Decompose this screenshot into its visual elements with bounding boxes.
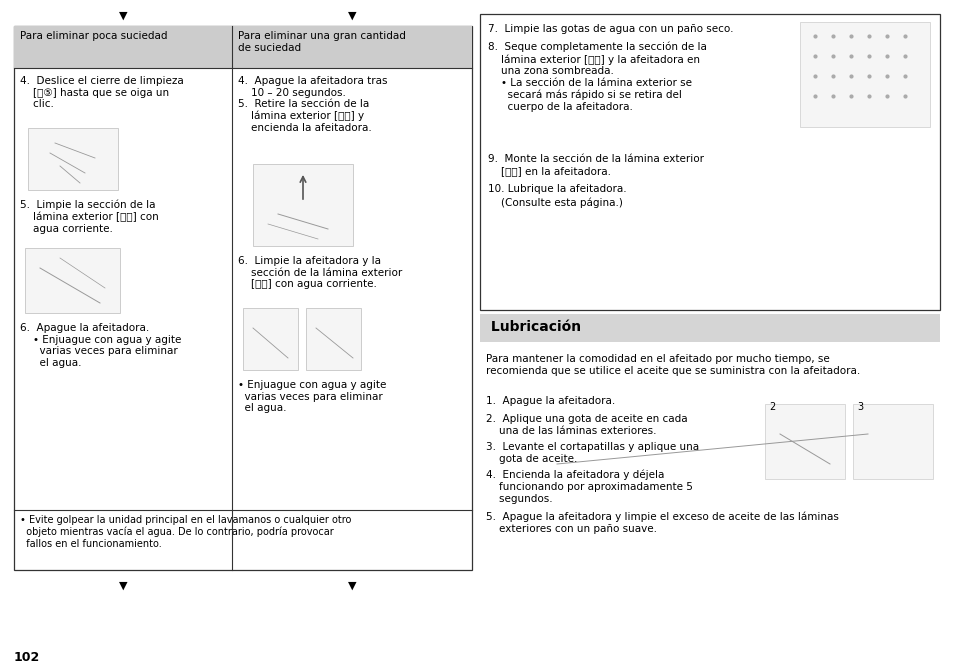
Text: • Evite golpear la unidad principal en el lavamanos o cualquier otro
  objeto mi: • Evite golpear la unidad principal en e… — [20, 515, 351, 549]
Bar — [14, 26, 472, 570]
Text: Lubricación: Lubricación — [485, 320, 580, 334]
Text: 5.  Apague la afeitadora y limpie el exceso de aceite de las láminas
    exterio: 5. Apague la afeitadora y limpie el exce… — [485, 512, 838, 534]
Text: 7.  Limpie las gotas de agua con un paño seco.: 7. Limpie las gotas de agua con un paño … — [488, 24, 733, 34]
Bar — [243, 308, 297, 370]
Text: (Consulte esta página.): (Consulte esta página.) — [488, 198, 622, 209]
Text: 102: 102 — [14, 651, 40, 664]
Bar — [852, 404, 932, 479]
Text: 6.  Limpie la afeitadora y la
    sección de la lámina exterior
    [Ⓐⓓ] con agu: 6. Limpie la afeitadora y la sección de … — [237, 256, 402, 289]
Text: • Enjuague con agua y agite
  varias veces para eliminar
  el agua.: • Enjuague con agua y agite varias veces… — [237, 380, 386, 413]
Bar — [479, 314, 939, 342]
Bar — [232, 26, 472, 68]
Bar — [253, 164, 353, 246]
Text: 3.  Levante el cortapatillas y aplique una
    gota de aceite.: 3. Levante el cortapatillas y aplique un… — [485, 442, 699, 464]
Text: 2: 2 — [768, 402, 775, 412]
Text: ▼: ▼ — [118, 581, 127, 591]
Text: 10. Lubrique la afeitadora.: 10. Lubrique la afeitadora. — [488, 184, 626, 194]
Text: 6.  Apague la afeitadora.
    • Enjuague con agua y agite
      varias veces par: 6. Apague la afeitadora. • Enjuague con … — [20, 323, 181, 368]
Bar — [800, 22, 929, 127]
Bar — [28, 128, 118, 190]
Bar — [14, 26, 232, 68]
Text: 8.  Seque completamente la sección de la
    lámina exterior [Ⓐⓓ] y la afeitador: 8. Seque completamente la sección de la … — [488, 42, 706, 111]
Text: 4.  Deslice el cierre de limpieza
    [Ⓐ⑤] hasta que se oiga un
    clic.: 4. Deslice el cierre de limpieza [Ⓐ⑤] ha… — [20, 76, 184, 109]
Text: ▼: ▼ — [348, 11, 355, 21]
Bar — [479, 14, 939, 310]
Text: ▼: ▼ — [118, 11, 127, 21]
Bar — [306, 308, 360, 370]
Bar — [25, 248, 120, 313]
Text: 4.  Encienda la afeitadora y déjela
    funcionando por aproximadamente 5
    se: 4. Encienda la afeitadora y déjela funci… — [485, 470, 692, 504]
Text: 4.  Apague la afeitadora tras
    10 – 20 segundos.
5.  Retire la sección de la
: 4. Apague la afeitadora tras 10 – 20 seg… — [237, 76, 387, 133]
Text: Para mantener la comodidad en el afeitado por mucho tiempo, se
recomienda que se: Para mantener la comodidad en el afeitad… — [485, 354, 860, 376]
Text: 2.  Aplique una gota de aceite en cada
    una de las láminas exteriores.: 2. Aplique una gota de aceite en cada un… — [485, 414, 687, 435]
Text: ▼: ▼ — [348, 581, 355, 591]
Text: 9.  Monte la sección de la lámina exterior
    [Ⓐⓓ] en la afeitadora.: 9. Monte la sección de la lámina exterio… — [488, 154, 703, 176]
Text: 3: 3 — [856, 402, 862, 412]
Text: Para eliminar una gran cantidad
de suciedad: Para eliminar una gran cantidad de sucie… — [237, 31, 405, 52]
Text: Para eliminar poca suciedad: Para eliminar poca suciedad — [20, 31, 168, 41]
Text: 5.  Limpie la sección de la
    lámina exterior [Ⓐⓓ] con
    agua corriente.: 5. Limpie la sección de la lámina exteri… — [20, 200, 158, 234]
Text: 1.  Apague la afeitadora.: 1. Apague la afeitadora. — [485, 396, 615, 406]
Bar — [764, 404, 844, 479]
